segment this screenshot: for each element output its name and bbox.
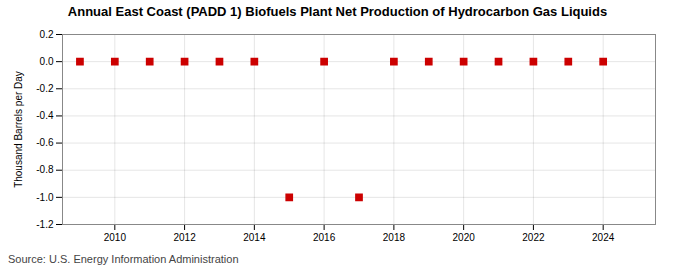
html-text:Annual East Coast (PADD 1) Bio: Annual East Coast (PADD 1) Biofuels Plan… xyxy=(67,4,608,19)
svg-text:2022: 2022 xyxy=(522,232,545,243)
svg-text:2014: 2014 xyxy=(243,232,266,243)
svg-text:-0.8: -0.8 xyxy=(36,164,54,175)
svg-text:2012: 2012 xyxy=(173,232,196,243)
svg-text:0.0: 0.0 xyxy=(40,56,54,67)
svg-text:0.2: 0.2 xyxy=(40,29,54,40)
svg-text:2020: 2020 xyxy=(453,232,476,243)
svg-text:-1.2: -1.2 xyxy=(36,219,54,230)
svg-text:Thousand Barrels per Day: Thousand Barrels per Day xyxy=(13,71,24,188)
svg-text:-0.6: -0.6 xyxy=(36,137,54,148)
svg-text:2018: 2018 xyxy=(383,232,406,243)
svg-text:2010: 2010 xyxy=(104,232,127,243)
svg-text:2016: 2016 xyxy=(313,232,336,243)
svg-text:-0.4: -0.4 xyxy=(36,110,54,121)
svg-text:2024: 2024 xyxy=(592,232,615,243)
html-text:Source: U.S. Energy Informatio: Source: U.S. Energy Information Administ… xyxy=(8,253,239,265)
svg-text:-1.0: -1.0 xyxy=(36,192,54,203)
svg-text:-0.2: -0.2 xyxy=(36,83,54,94)
